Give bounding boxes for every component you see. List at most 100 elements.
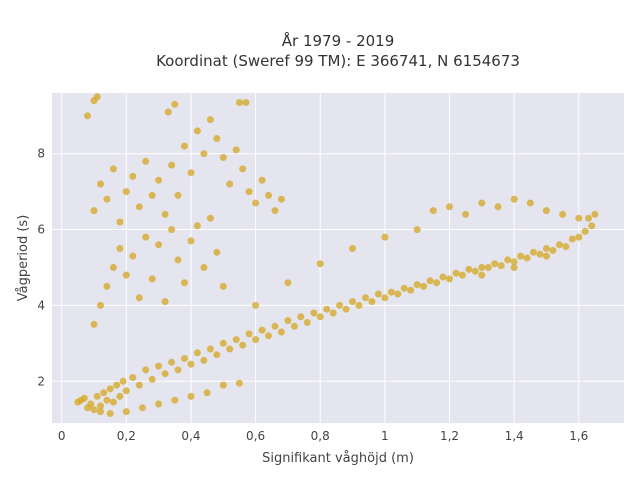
data-point (316, 260, 324, 268)
data-point (387, 288, 395, 296)
data-point (510, 258, 518, 266)
data-point (213, 135, 221, 142)
data-point (242, 99, 250, 106)
data-point (109, 264, 117, 271)
data-point (213, 248, 221, 256)
data-point (93, 392, 101, 400)
data-point (155, 241, 163, 249)
data-point (109, 398, 117, 406)
data-point (90, 320, 98, 328)
data-point (122, 271, 130, 279)
data-point (116, 218, 124, 226)
data-point (471, 267, 479, 275)
data-point (585, 214, 592, 222)
data-point (84, 112, 91, 120)
data-point (129, 374, 137, 381)
data-point (219, 381, 227, 389)
data-point (161, 298, 169, 306)
data-point (226, 180, 234, 188)
data-point (407, 286, 415, 294)
data-point (446, 275, 453, 283)
data-point (504, 256, 512, 264)
data-point (484, 264, 492, 271)
data-point (575, 214, 583, 222)
data-point (97, 402, 104, 410)
data-point (549, 246, 557, 254)
data-point (245, 188, 253, 196)
data-point (187, 169, 195, 177)
data-point (458, 271, 466, 279)
data-point (97, 180, 104, 188)
data-point (362, 294, 369, 302)
data-point (206, 116, 214, 124)
data-point (122, 408, 130, 416)
data-point (349, 245, 356, 252)
data-point (555, 241, 563, 249)
data-point (336, 301, 344, 309)
data-point (478, 264, 486, 271)
data-point (200, 356, 208, 364)
data-point (303, 319, 311, 326)
data-point (323, 305, 331, 313)
x-axis-title: Signifikant våghöjd (m) (262, 451, 414, 466)
data-point (148, 191, 156, 199)
data-point (465, 265, 473, 273)
data-point (155, 362, 163, 370)
data-point (80, 394, 88, 402)
data-point (530, 248, 537, 256)
data-point (381, 233, 389, 241)
data-point (271, 207, 279, 215)
x-tick-label: 0 (58, 429, 66, 443)
data-point (200, 150, 208, 158)
data-point (523, 254, 531, 262)
data-point (97, 301, 104, 309)
data-point (517, 252, 525, 260)
data-point (148, 275, 156, 283)
data-point (284, 317, 292, 325)
data-point (310, 309, 318, 317)
data-point (174, 191, 182, 199)
data-point (252, 336, 260, 344)
data-point (491, 260, 499, 268)
x-tick-label: 0,8 (311, 429, 330, 443)
data-point (155, 400, 163, 408)
data-point (103, 195, 111, 203)
data-point (232, 146, 240, 154)
data-point (258, 176, 266, 184)
data-point (245, 330, 253, 338)
data-point (135, 294, 143, 302)
data-point (413, 281, 421, 289)
data-point (174, 366, 182, 374)
data-point (187, 237, 195, 245)
data-point (429, 207, 437, 215)
data-point (142, 233, 150, 241)
data-point (135, 203, 143, 211)
data-point (219, 339, 227, 347)
data-point (284, 279, 292, 287)
x-tick-label: 1,2 (440, 429, 459, 443)
data-point (290, 322, 298, 330)
x-tick-label: 0,6 (246, 429, 265, 443)
data-point (394, 290, 402, 298)
data-point (122, 387, 130, 395)
x-tick-label: 0,2 (117, 429, 136, 443)
data-point (426, 277, 434, 285)
data-point (122, 188, 130, 196)
data-point (462, 210, 470, 218)
data-point (568, 235, 576, 243)
data-point (181, 279, 188, 287)
y-axis-title: Vågperiod (s) (16, 215, 31, 302)
data-point (277, 328, 285, 336)
data-point (135, 381, 143, 389)
data-point (193, 127, 201, 135)
data-point (171, 100, 179, 108)
data-point (297, 313, 305, 321)
data-point (129, 172, 137, 180)
data-point (433, 279, 441, 287)
data-point (226, 345, 234, 353)
data-point (164, 108, 172, 116)
data-point (252, 301, 260, 309)
data-point (129, 252, 137, 260)
data-point (252, 199, 260, 207)
